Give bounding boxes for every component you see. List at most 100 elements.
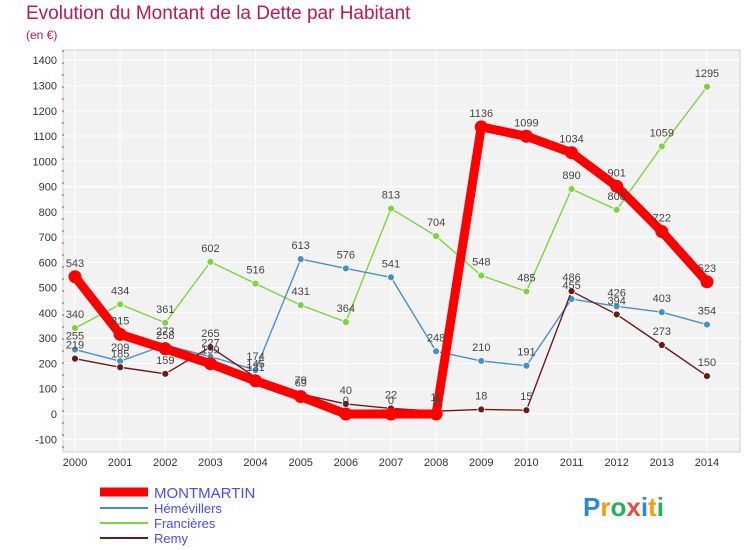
data-label: 273 [653, 326, 671, 338]
data-point [206, 257, 215, 266]
data-point [116, 300, 125, 309]
data-label: 265 [201, 328, 219, 340]
data-point [477, 357, 486, 365]
data-point [522, 287, 531, 296]
x-tick-label: 2007 [379, 457, 403, 469]
data-label: 576 [337, 249, 355, 261]
data-label: 315 [111, 315, 129, 327]
y-tick-label: 400 [39, 308, 57, 320]
x-tick-label: 2014 [695, 457, 719, 469]
data-point [612, 302, 621, 311]
data-point [203, 357, 217, 371]
data-label: 602 [201, 243, 219, 255]
data-label: 150 [698, 357, 716, 369]
data-point [296, 255, 305, 263]
y-tick-label: 700 [39, 232, 57, 244]
data-point [612, 310, 621, 319]
data-label: 523 [698, 263, 716, 275]
x-tick-label: 2003 [198, 457, 222, 469]
data-label: 813 [382, 190, 400, 202]
data-point [432, 347, 441, 356]
data-label: 174 [246, 351, 264, 363]
data-point [522, 361, 531, 370]
data-point [703, 82, 711, 91]
data-label: 0 [343, 395, 349, 407]
data-label: 255 [66, 331, 84, 343]
data-label: 808 [608, 191, 626, 203]
data-point [657, 142, 666, 151]
legend-label: Remy [154, 531, 188, 546]
data-label: 199 [201, 345, 219, 357]
plot-background [62, 49, 741, 453]
data-point [206, 343, 215, 351]
data-point [522, 406, 531, 415]
x-tick-label: 2002 [153, 457, 177, 469]
x-tick-label: 2008 [424, 457, 448, 469]
x-tick-label: 2011 [560, 457, 584, 469]
data-label: 0 [433, 395, 439, 407]
data-label: 394 [608, 295, 626, 307]
data-point [71, 354, 79, 363]
data-label: 1034 [559, 134, 583, 146]
data-label: 431 [292, 286, 310, 298]
data-point [294, 390, 308, 404]
data-label: 543 [66, 258, 84, 270]
x-tick-label: 2000 [63, 457, 87, 469]
data-point [161, 318, 170, 327]
data-label: 79 [295, 375, 307, 387]
data-point [477, 405, 486, 414]
y-tick-label: 100 [39, 384, 57, 396]
y-tick-label: 900 [39, 182, 57, 194]
data-point [703, 372, 711, 380]
data-label: 131 [246, 362, 264, 374]
legend-label: Hémévillers [154, 501, 222, 516]
brand-logo: Proxiti [583, 492, 664, 522]
data-label: 0 [388, 395, 394, 407]
data-point [341, 318, 350, 326]
data-point [565, 146, 579, 160]
data-point [657, 308, 666, 317]
chart-subtitle: (en €) [26, 28, 58, 42]
x-tick-label: 2013 [650, 457, 674, 469]
data-point [116, 363, 125, 372]
data-point [700, 275, 714, 289]
data-point [429, 407, 443, 421]
data-point [68, 270, 82, 284]
x-tick-label: 2010 [514, 457, 538, 469]
data-label: 227 [201, 338, 219, 350]
data-label: 548 [472, 257, 490, 269]
y-tick-label: 1200 [33, 106, 57, 118]
y-tick-label: 1300 [33, 80, 57, 92]
data-point [296, 301, 305, 309]
legend-label: Francières [154, 516, 216, 531]
data-label: 516 [246, 265, 264, 277]
x-tick-label: 2009 [469, 457, 493, 469]
data-point [567, 185, 576, 193]
x-tick-label: 2006 [334, 457, 358, 469]
y-tick-label: 500 [39, 283, 57, 295]
legend-label: MONTMARTIN [154, 485, 255, 502]
y-tick-label: 200 [39, 358, 57, 370]
y-tick-label: 1000 [33, 156, 57, 168]
data-point [71, 345, 79, 354]
data-point [251, 279, 260, 288]
data-label: 364 [337, 303, 355, 315]
data-point [341, 399, 350, 408]
data-label: 1136 [469, 108, 493, 120]
data-point [387, 204, 395, 213]
data-label: 434 [111, 285, 129, 297]
data-point [71, 324, 79, 332]
chart-title: Evolution du Montant de la Dette par Hab… [26, 3, 411, 24]
data-label: 613 [292, 240, 310, 252]
y-tick-label: 0 [51, 409, 57, 421]
data-point [610, 179, 624, 193]
data-label: 1099 [514, 117, 538, 129]
data-label: 22 [385, 389, 397, 401]
data-label: 15 [520, 391, 532, 403]
y-tick-label: 600 [39, 257, 57, 269]
y-tick-label: 800 [39, 207, 57, 219]
data-point [339, 407, 353, 421]
data-label: 901 [608, 167, 626, 179]
data-label: 486 [562, 272, 580, 284]
data-label: 455 [562, 280, 580, 292]
